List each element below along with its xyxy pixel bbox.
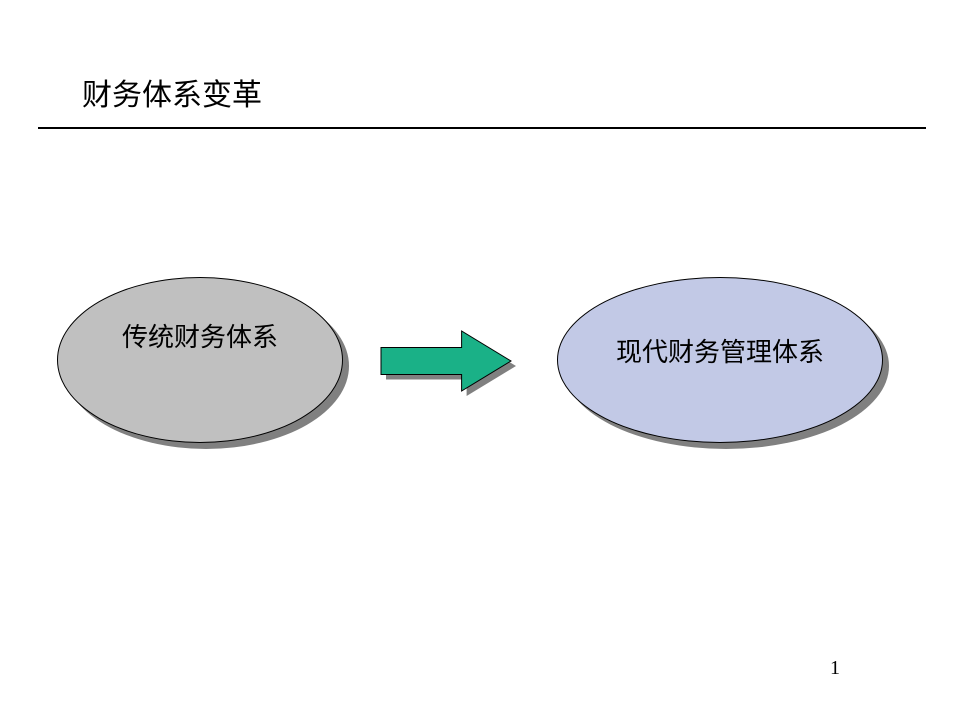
ellipse-right: 现代财务管理体系 xyxy=(557,277,883,443)
ellipse-left-label: 传统财务体系 xyxy=(122,317,278,354)
title-underline xyxy=(38,127,926,129)
slide-title: 财务体系变革 xyxy=(82,70,262,114)
arrow-right-icon xyxy=(380,330,517,397)
ellipse-right-label: 现代财务管理体系 xyxy=(616,332,824,369)
ellipse-right-group: 现代财务管理体系 xyxy=(557,277,889,449)
ellipse-left: 传统财务体系 xyxy=(57,277,343,443)
ellipse-left-group: 传统财务体系 xyxy=(57,277,349,449)
page-number: 1 xyxy=(830,657,840,680)
arrow-svg xyxy=(380,330,517,397)
arrow-main xyxy=(381,331,511,391)
